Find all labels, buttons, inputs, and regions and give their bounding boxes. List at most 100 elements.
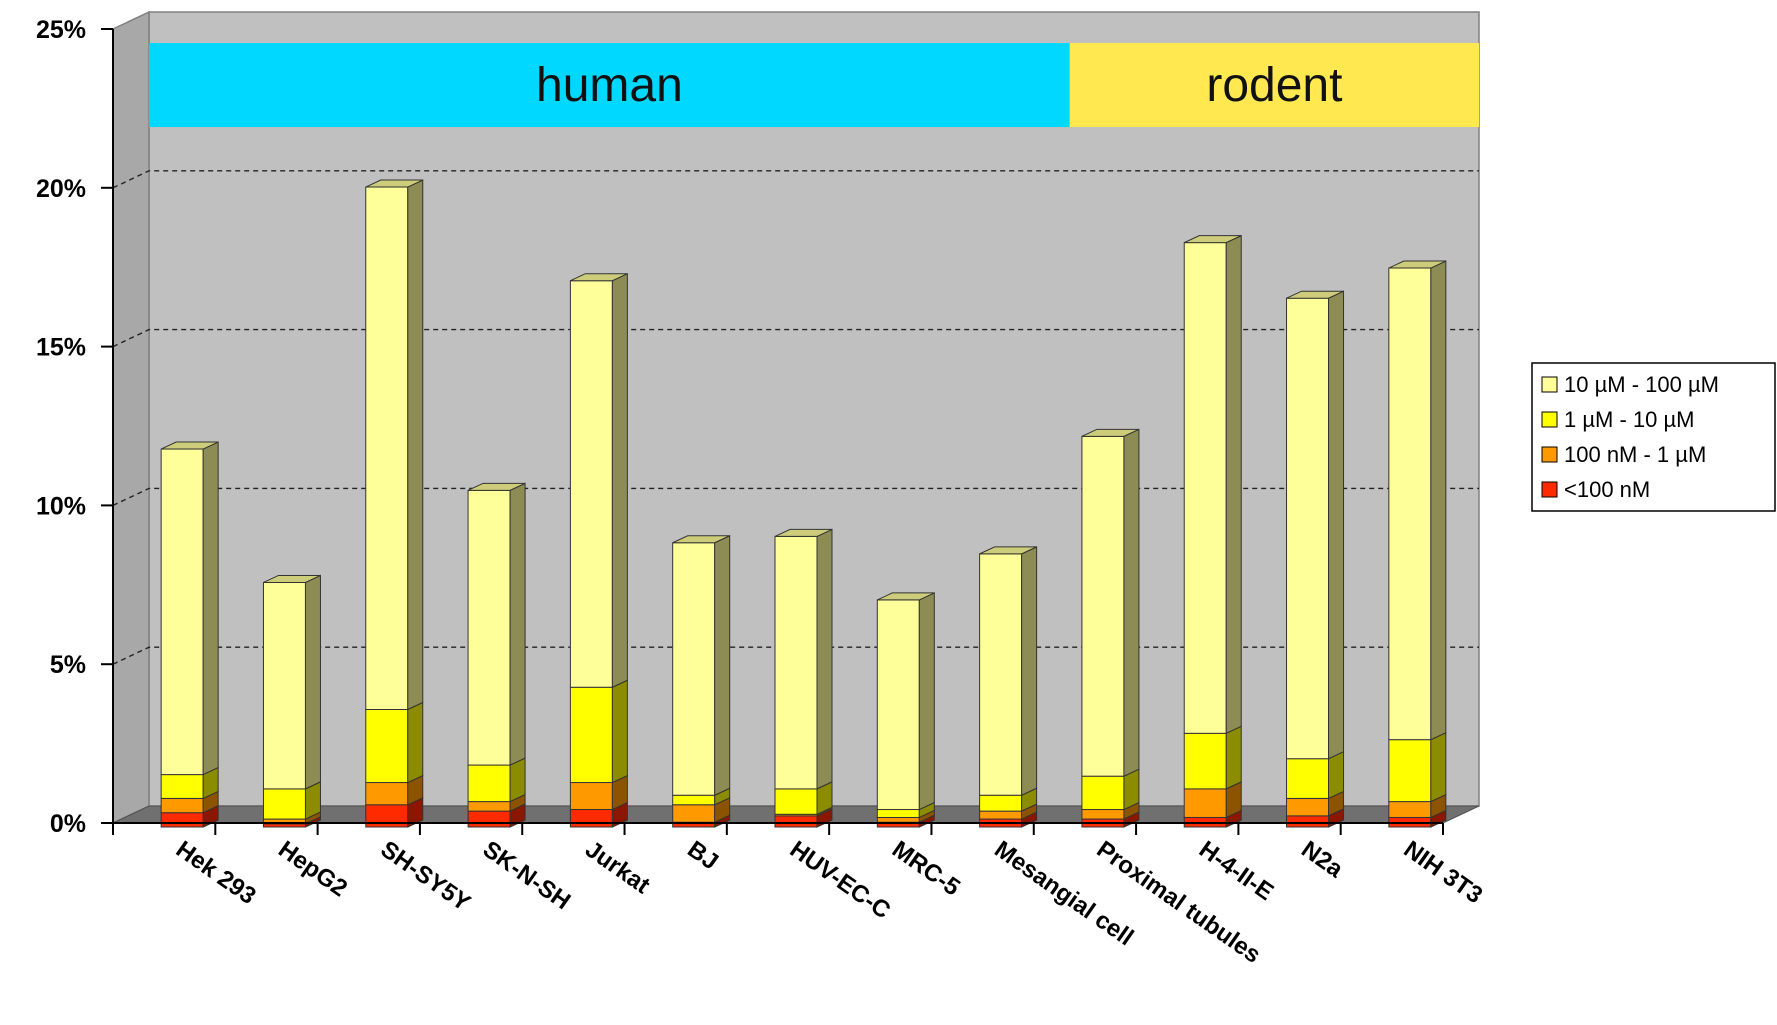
bars — [160, 179, 1447, 828]
bar-top — [365, 179, 423, 188]
y-tick-label: 25% — [36, 16, 86, 44]
bar-top — [1286, 290, 1344, 299]
bar-segment — [569, 809, 613, 828]
x-tick-label: NIH 3T3 — [1399, 836, 1488, 909]
x-tick-label: SH-SY5Y — [376, 836, 476, 917]
y-tick-label: 0% — [50, 810, 86, 838]
bar-segment-side — [1021, 546, 1038, 797]
bar-segment-side — [1328, 750, 1345, 800]
bar-segment — [160, 812, 204, 828]
bar-segment — [672, 794, 716, 806]
bar-jurkat — [569, 272, 628, 828]
x-tick-label: MRC-5 — [887, 836, 965, 902]
bar-top — [877, 592, 935, 601]
bar-segment-side — [611, 679, 628, 784]
bar-segment-side — [1225, 725, 1242, 790]
bar-hek-293 — [160, 441, 219, 828]
bar-mesangial-cell — [979, 546, 1038, 828]
bar-segment-side — [816, 528, 833, 790]
bar-segment — [160, 797, 204, 814]
legend-swatch — [1541, 411, 1558, 428]
x-tick-label: Jurkat — [580, 836, 655, 899]
legend-entry: 1 µM - 10 µM — [1564, 407, 1695, 432]
bar-segment — [1286, 297, 1330, 760]
bar-segment-side — [918, 592, 935, 811]
bar-segment — [1081, 809, 1125, 820]
bar-huv-ec-c — [774, 528, 833, 828]
bar-h-4-ii-e — [1183, 234, 1242, 828]
bar-segment — [979, 553, 1023, 796]
legend-entry: <100 nM — [1564, 477, 1650, 502]
bar-proximal-tubules — [1081, 428, 1140, 828]
bar-segment — [365, 782, 409, 806]
legend-entry: 100 nM - 1 µM — [1564, 442, 1706, 467]
bar-segment — [569, 686, 613, 784]
bar-segment-side — [714, 534, 731, 797]
bar-hepg2 — [262, 574, 321, 828]
bar-top — [1081, 428, 1140, 437]
bar-sk-n-sh — [467, 482, 526, 828]
bar-segment — [365, 186, 409, 710]
group-label-human: human — [536, 59, 683, 112]
x-tick-label: H-4-II-E — [1194, 836, 1278, 906]
legend-swatch — [1541, 376, 1558, 393]
bar-top — [774, 528, 833, 537]
bar-segment-side — [1123, 428, 1140, 777]
bar-segment — [365, 708, 409, 784]
x-tick-label: HUV-EC-C — [785, 836, 896, 925]
bar-nih-3t3 — [1388, 260, 1447, 828]
bar-segment — [1081, 775, 1125, 811]
gridline — [112, 328, 1479, 348]
bar-segment — [672, 804, 716, 823]
bar-segment — [262, 788, 306, 820]
bar-segment — [467, 764, 511, 803]
bar-segment-side — [611, 272, 628, 689]
bar-segment — [979, 810, 1023, 820]
bar-segment — [160, 448, 204, 776]
y-tick-label: 10% — [36, 492, 86, 520]
legend-swatch — [1541, 481, 1558, 498]
x-tick-label: HepG2 — [273, 836, 352, 902]
bar-segment-side — [1328, 290, 1345, 760]
bar-segment-side — [509, 757, 526, 803]
bar-segment — [1388, 801, 1432, 818]
y-tick-label: 20% — [36, 175, 86, 203]
bar-segment-side — [407, 701, 424, 784]
x-tick-label: SK-N-SH — [478, 836, 575, 915]
bar-top — [979, 546, 1037, 555]
bar-top — [672, 535, 730, 544]
legend-swatch — [1541, 446, 1558, 463]
bar-segment — [774, 535, 818, 790]
bar-top — [160, 441, 219, 450]
bar-segment — [774, 788, 818, 815]
bar-segment-side — [202, 441, 219, 776]
gridlines — [112, 170, 1479, 665]
bar-segment-side — [509, 482, 526, 766]
side-wall — [112, 10, 150, 825]
x-tick-label: Hek 293 — [171, 836, 261, 910]
gridline — [112, 646, 1479, 665]
x-tick-label: N2a — [1296, 836, 1348, 884]
bar-bj — [672, 534, 731, 828]
bar-segment — [467, 489, 511, 766]
y-tick-label: 5% — [50, 651, 86, 679]
bar-segment — [1183, 788, 1227, 818]
y-tick-label: 15% — [36, 334, 86, 362]
bar-segment — [876, 816, 920, 823]
bar-segment — [1183, 732, 1227, 790]
group-band-rodent — [1069, 43, 1479, 127]
bar-top — [467, 482, 526, 491]
group-bands: human rodent — [149, 43, 1479, 127]
bar-top — [570, 273, 628, 282]
group-band-human — [149, 43, 1070, 127]
bar-top — [263, 574, 321, 583]
legend-entry: 10 µM - 100 µM — [1564, 372, 1719, 397]
bar-segment — [467, 810, 511, 828]
bar-segment-side — [407, 179, 424, 711]
group-label-rodent: rodent — [1206, 59, 1342, 112]
bar-n2a — [1286, 290, 1345, 828]
gridline — [112, 170, 1479, 189]
bar-segment — [1286, 797, 1330, 817]
bar-segment — [1388, 739, 1432, 803]
